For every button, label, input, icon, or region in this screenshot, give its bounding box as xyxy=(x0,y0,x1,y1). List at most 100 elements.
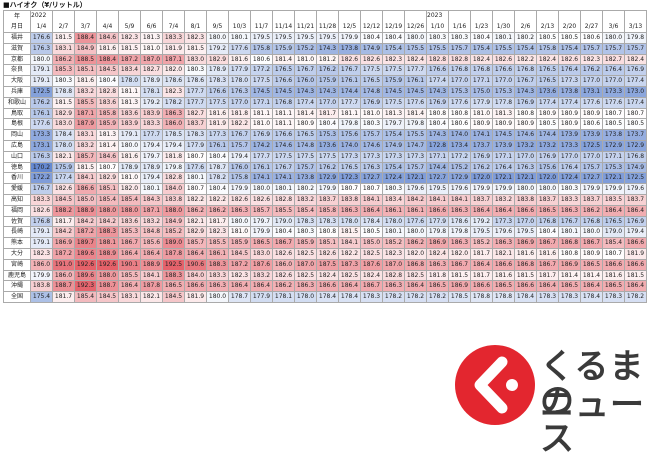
price-cell: 186.3 xyxy=(207,281,229,293)
price-cell: 186.7 xyxy=(581,238,603,249)
column-year xyxy=(603,11,625,22)
price-cell: 183.3 xyxy=(559,195,581,206)
price-cell: 184.8 xyxy=(141,227,163,239)
price-cell: 174.6 xyxy=(361,141,383,152)
price-cell: 180.0 xyxy=(119,141,141,152)
price-cell: 176.4 xyxy=(559,65,581,77)
price-cell: 175.7 xyxy=(581,162,603,174)
price-cell: 183.7 xyxy=(537,195,559,206)
price-cell: 178.2 xyxy=(625,292,647,303)
price-cell: 178.0 xyxy=(383,216,405,228)
price-cell: 181.3 xyxy=(493,108,515,120)
price-cell: 186.9 xyxy=(427,238,449,249)
column-year xyxy=(493,11,515,22)
price-cell: 186.8 xyxy=(515,259,537,271)
price-cell: 175.4 xyxy=(559,43,581,55)
price-cell: 182.4 xyxy=(471,54,493,66)
row-label: 愛媛 xyxy=(4,184,31,195)
row-label: 高知 xyxy=(4,195,31,206)
price-cell: 181.5 xyxy=(515,270,537,282)
price-cell: 180.5 xyxy=(537,33,559,44)
price-cell: 184.0 xyxy=(163,184,185,195)
price-cell: 177.7 xyxy=(405,65,427,77)
column-date: 12/5 xyxy=(339,22,361,33)
price-cell: 181.4 xyxy=(405,108,427,120)
price-cell: 180.6 xyxy=(581,33,603,44)
price-cell: 188.7 xyxy=(53,281,75,293)
price-cell: 186.6 xyxy=(185,281,207,293)
price-cell: 175.3 xyxy=(449,87,471,98)
price-cell: 186.4 xyxy=(119,281,141,293)
price-cell: 181.4 xyxy=(559,270,581,282)
price-cell: 177.5 xyxy=(383,97,405,109)
price-cell: 186.5 xyxy=(559,281,581,293)
price-cell: 177.5 xyxy=(295,151,317,163)
price-cell: 172.9 xyxy=(625,141,647,152)
price-cell: 185.0 xyxy=(75,195,97,206)
price-cell: 181.0 xyxy=(295,54,317,66)
price-cell: 175.9 xyxy=(317,76,339,87)
price-cell: 186.9 xyxy=(53,238,75,249)
price-cell: 183.2 xyxy=(75,141,97,152)
price-cell: 179.9 xyxy=(31,270,53,282)
price-cell: 175.7 xyxy=(295,162,317,174)
price-cell: 180.7 xyxy=(339,184,361,195)
price-cell: 179.9 xyxy=(603,184,625,195)
price-cell: 179.1 xyxy=(119,130,141,141)
price-cell: 186.6 xyxy=(427,205,449,217)
price-cell: 188.2 xyxy=(53,205,75,217)
price-cell: 172.2 xyxy=(31,173,53,185)
price-cell: 186.5 xyxy=(603,281,625,293)
price-cell: 188.3 xyxy=(163,270,185,282)
price-cell: 172.9 xyxy=(449,173,471,185)
price-cell: 177.4 xyxy=(625,97,647,109)
column-year xyxy=(405,11,427,22)
price-cell: 179.9 xyxy=(493,184,515,195)
price-cell: 182.8 xyxy=(97,87,119,98)
price-cell: 186.3 xyxy=(295,281,317,293)
price-cell: 182.4 xyxy=(537,54,559,66)
price-cell: 186.5 xyxy=(493,281,515,293)
row-label: 広島 xyxy=(4,141,31,152)
price-cell: 178.8 xyxy=(493,292,515,303)
price-cell: 179.0 xyxy=(273,216,295,228)
column-date: 11/21 xyxy=(295,22,317,33)
price-cell: 189.0 xyxy=(163,238,185,249)
price-cell: 177.0 xyxy=(493,76,515,87)
price-cell: 185.5 xyxy=(273,205,295,217)
price-cell: 172.9 xyxy=(317,173,339,185)
price-cell: 178.0 xyxy=(53,141,75,152)
price-cell: 180.6 xyxy=(251,54,273,66)
row-label: 大阪 xyxy=(4,76,31,87)
column-date: 8/1 xyxy=(185,22,207,33)
price-cell: 181.1 xyxy=(273,108,295,120)
price-cell: 175.7 xyxy=(405,162,427,174)
price-cell: 187.3 xyxy=(339,259,361,271)
price-cell: 178.0 xyxy=(295,292,317,303)
column-date: 2/20 xyxy=(559,22,581,33)
price-cell: 182.3 xyxy=(383,249,405,260)
price-cell: 179.8 xyxy=(163,162,185,174)
price-cell: 172.7 xyxy=(427,173,449,185)
price-cell: 178.3 xyxy=(207,76,229,87)
price-cell: 179.4 xyxy=(229,151,251,163)
price-cell: 179.2 xyxy=(471,216,493,228)
price-cell: 188.0 xyxy=(97,270,119,282)
price-cell: 188.3 xyxy=(97,227,119,239)
price-cell: 177.3 xyxy=(339,151,361,163)
price-cell: 179.8 xyxy=(405,119,427,131)
price-cell: 186.7 xyxy=(119,238,141,249)
price-cell: 188.9 xyxy=(97,249,119,260)
column-year xyxy=(317,11,339,22)
price-cell: 174.0 xyxy=(449,130,471,141)
column-year xyxy=(295,11,317,22)
price-cell: 191.0 xyxy=(53,259,75,271)
price-cell: 177.5 xyxy=(207,97,229,109)
price-cell: 182.2 xyxy=(229,119,251,131)
price-cell: 180.7 xyxy=(603,249,625,260)
price-cell: 172.1 xyxy=(515,173,537,185)
price-cell: 182.9 xyxy=(53,108,75,120)
price-cell: 173.7 xyxy=(471,141,493,152)
price-cell: 183.2 xyxy=(295,195,317,206)
price-cell: 176.1 xyxy=(207,141,229,152)
